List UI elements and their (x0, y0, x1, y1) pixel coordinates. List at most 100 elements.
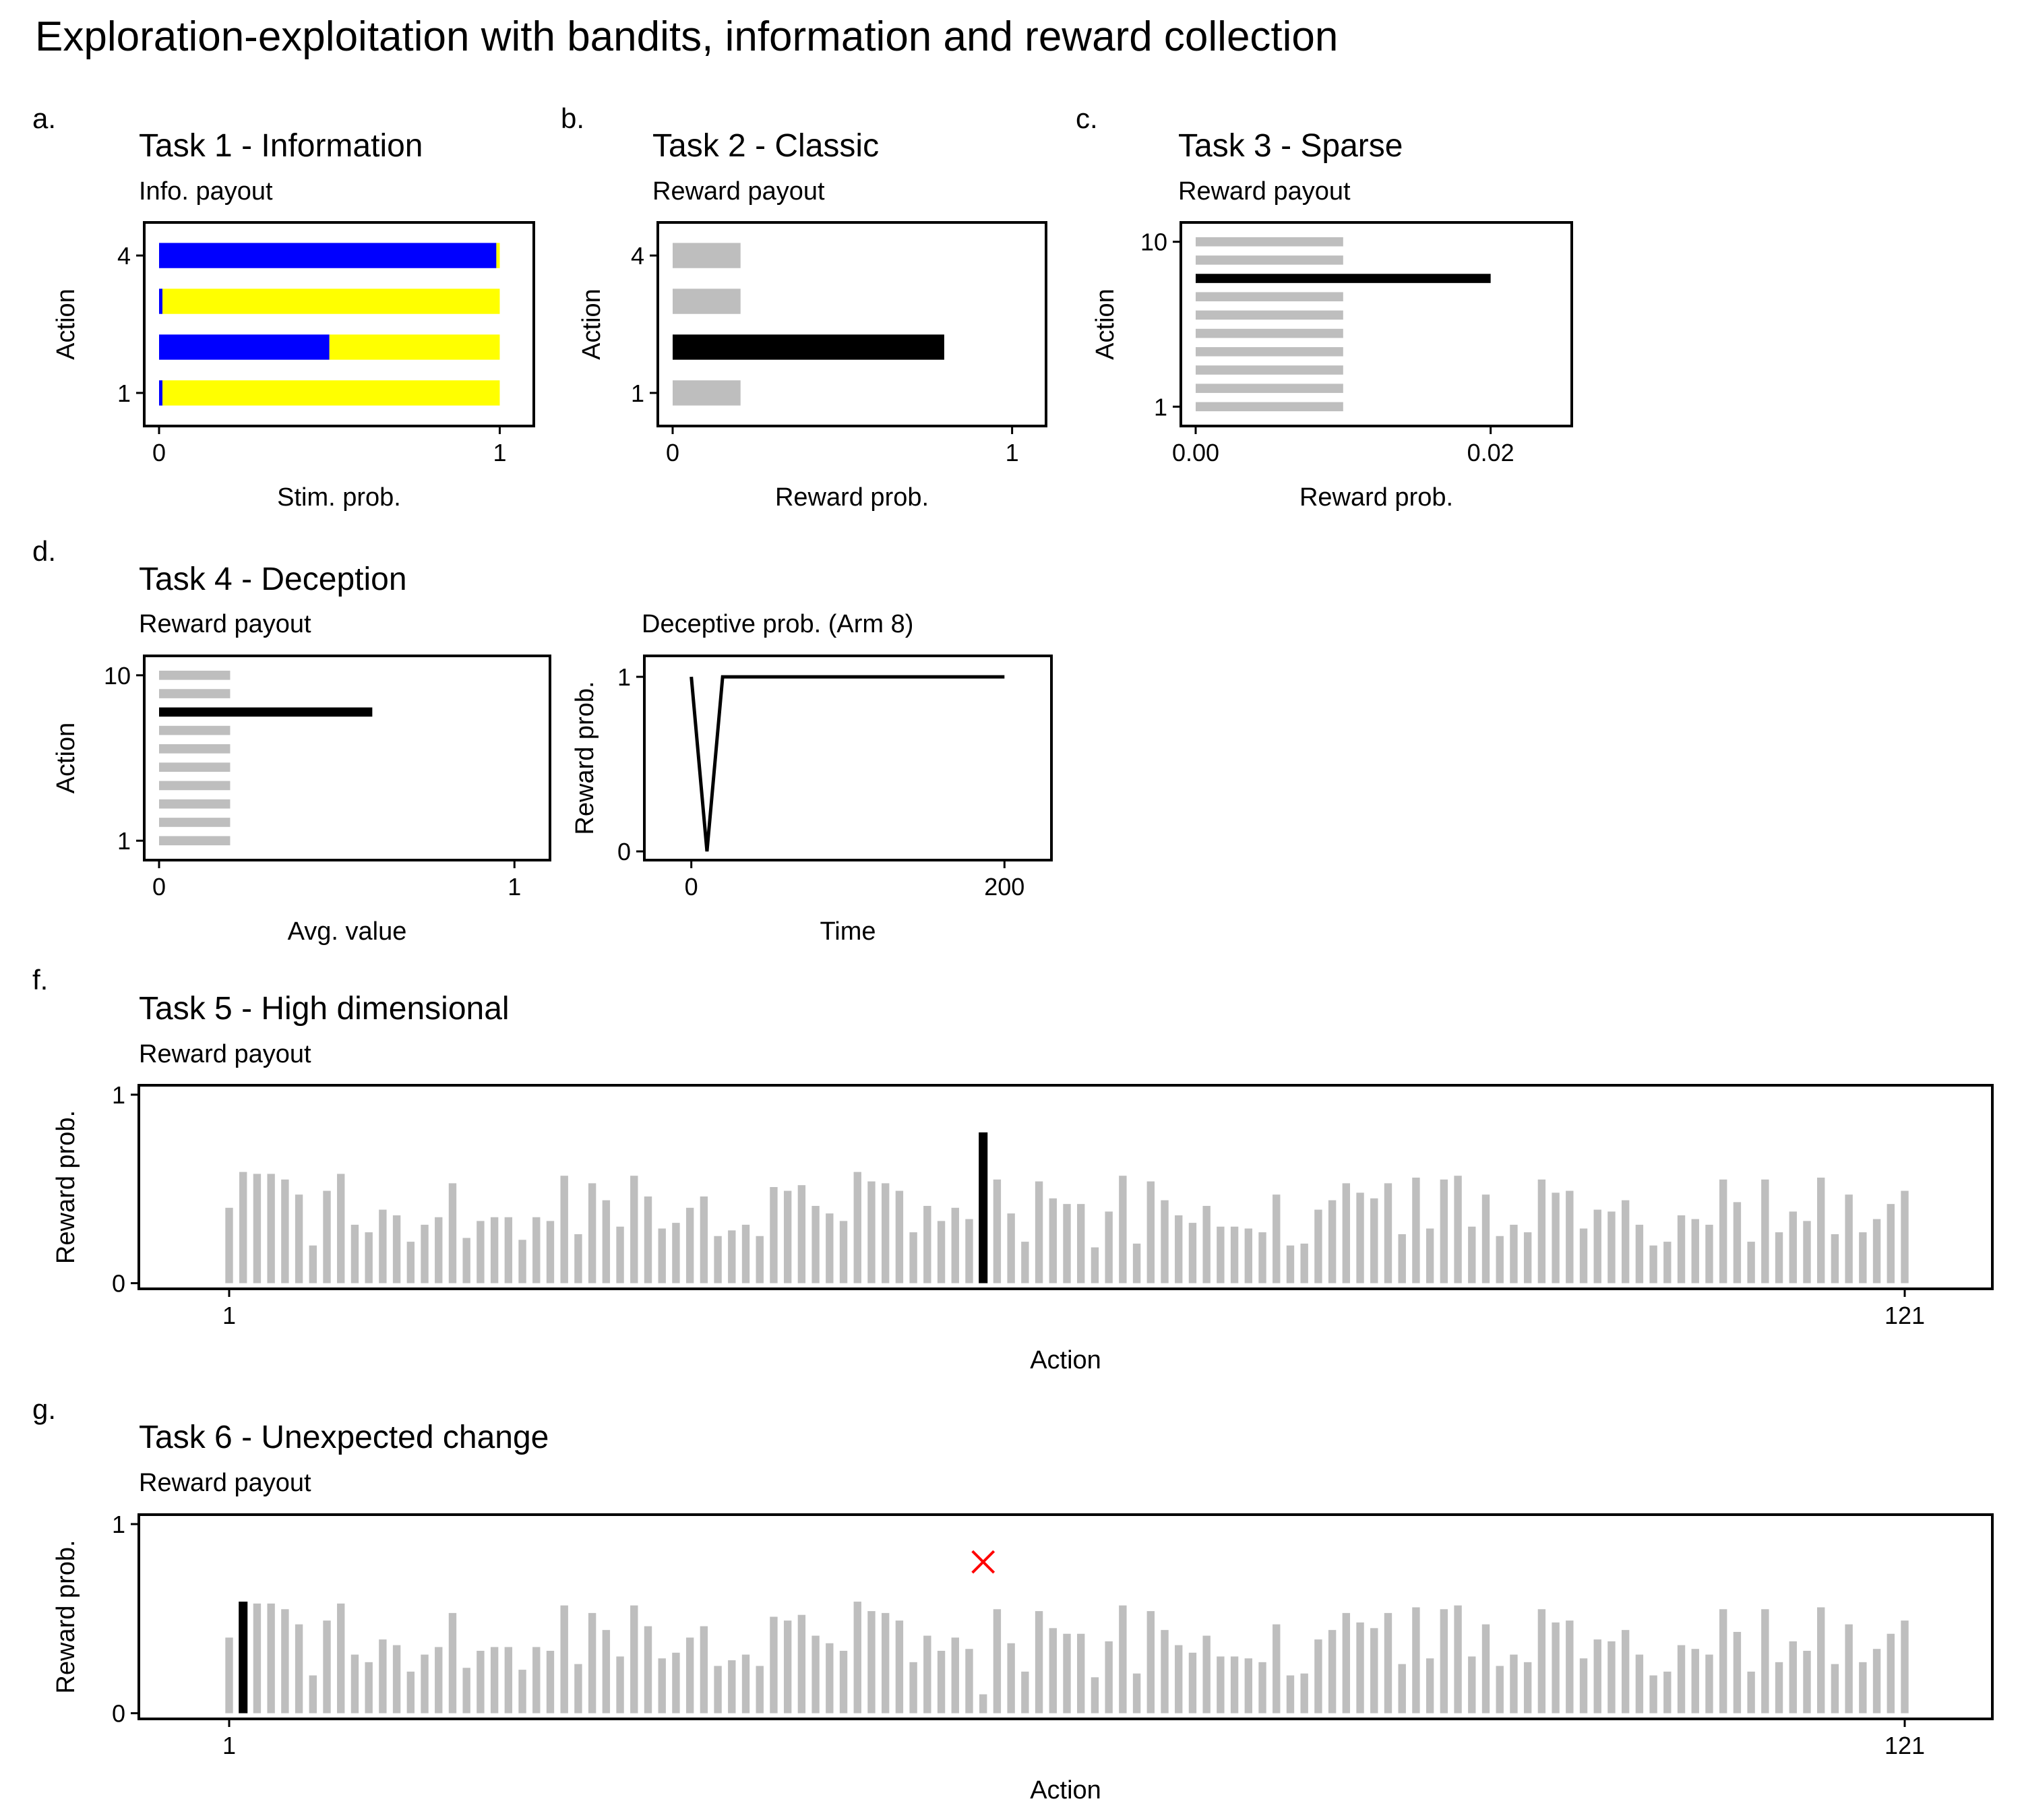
bar-g (1146, 1611, 1155, 1713)
bar-c (1196, 292, 1343, 302)
y-tick-label-a: 1 (117, 380, 131, 407)
bar-d (159, 762, 231, 772)
bar-f (714, 1236, 722, 1283)
x-tick-label-f: 1 (222, 1302, 236, 1329)
bar-g (546, 1651, 555, 1713)
x-tick-label-d2: 200 (984, 873, 1024, 901)
x-tick-label-b: 1 (1006, 439, 1019, 466)
bar-g (1552, 1622, 1560, 1713)
plot-c: 0.00 0.02 1 10 Reward prob. Action (1091, 221, 1573, 512)
bar-f (1384, 1183, 1392, 1283)
bar-f (350, 1224, 359, 1283)
bar-f (1566, 1190, 1574, 1283)
bar-g (714, 1666, 722, 1713)
bar-f (1342, 1183, 1351, 1283)
panel-subtitle-d2: Deceptive prob. (Arm 8) (642, 610, 913, 638)
bar-g (1161, 1630, 1169, 1713)
bar-g (1817, 1607, 1825, 1713)
bar-g (309, 1675, 317, 1713)
bar-f (1077, 1204, 1085, 1283)
bar-g (783, 1620, 792, 1713)
bar-f (435, 1217, 443, 1283)
bar-b (673, 380, 741, 406)
bar-g (756, 1666, 764, 1713)
bar-b (673, 289, 741, 314)
panel-subtitle-d: Reward payout (139, 610, 311, 638)
bar-g (658, 1658, 666, 1713)
bar-blue-a (159, 334, 330, 360)
bar-f (504, 1217, 513, 1283)
bar-f (1803, 1221, 1811, 1283)
bar-f (477, 1221, 485, 1283)
x-tick-label-c: 0.00 (1172, 439, 1219, 466)
bar-f (1733, 1202, 1742, 1283)
bar-g (1370, 1628, 1378, 1713)
bar-f (406, 1242, 415, 1283)
y-tick-label-f: 0 (112, 1270, 125, 1298)
bar-yellow-a (162, 380, 500, 406)
bar-g (365, 1662, 373, 1713)
bar-g (406, 1671, 415, 1713)
bar-g (1510, 1654, 1518, 1713)
bar-f (1887, 1204, 1895, 1283)
bar-g (1649, 1675, 1657, 1713)
bar-c (1196, 237, 1343, 247)
bar-f (1705, 1224, 1713, 1283)
bar-f (658, 1228, 666, 1283)
bar-f (365, 1232, 373, 1283)
bar-f (1510, 1224, 1518, 1283)
bar-f (770, 1187, 778, 1283)
bar-g (1719, 1609, 1727, 1713)
panel-title-c: Task 3 - Sparse (1178, 128, 1403, 164)
bar-g (951, 1637, 959, 1713)
bar-g (1593, 1639, 1601, 1713)
bar-f (295, 1194, 303, 1283)
bar-g (1496, 1666, 1504, 1713)
bar-f (1273, 1194, 1281, 1283)
y-axis-label-d: Action (52, 723, 80, 794)
bar-f (421, 1224, 429, 1283)
panel-title-d: Task 4 - Deception (139, 562, 407, 597)
panel-letter-g: g. (32, 1393, 56, 1425)
bar-g (253, 1603, 262, 1713)
bar-g (741, 1654, 750, 1713)
bar-f (1300, 1243, 1308, 1283)
figure-title: Exploration-exploitation with bandits, i… (35, 13, 1338, 60)
bar-g (923, 1635, 931, 1713)
bar-f (951, 1207, 959, 1283)
bar-g (1063, 1633, 1071, 1713)
bar-f (1719, 1179, 1727, 1283)
bar-g (1105, 1641, 1113, 1713)
panel-subtitle-c: Reward payout (1178, 177, 1351, 206)
bar-f (1091, 1247, 1099, 1283)
y-tick-label-d: 10 (104, 662, 131, 690)
bar-g (1537, 1609, 1546, 1713)
bar-g (1677, 1645, 1686, 1713)
bar-g (685, 1637, 694, 1713)
bar-g (337, 1603, 345, 1713)
bar-g (1901, 1620, 1909, 1713)
bar-f (448, 1183, 457, 1283)
bar-f (700, 1196, 708, 1283)
bar-g (602, 1630, 611, 1713)
bar-g (1733, 1631, 1742, 1713)
x-axis-label-c: Reward prob. (1299, 483, 1453, 512)
panel-subtitle-f: Reward payout (139, 1040, 311, 1068)
bar-g (1356, 1622, 1364, 1713)
plot-frame-d2 (643, 655, 1053, 861)
bar-g (867, 1611, 876, 1713)
bar-f (1161, 1200, 1169, 1283)
bar-f (616, 1226, 624, 1283)
bar-g (574, 1664, 582, 1713)
bar-f (1481, 1194, 1490, 1283)
bar-b (673, 243, 741, 268)
panel-title-b: Task 2 - Classic (652, 128, 879, 164)
bar-c (1196, 255, 1343, 265)
bar-g (421, 1654, 429, 1713)
bar-f (1314, 1209, 1322, 1283)
bar-g (1132, 1673, 1141, 1713)
bar-f (1537, 1179, 1546, 1283)
bar-g (797, 1614, 806, 1713)
bar-g (1314, 1639, 1322, 1713)
bar-g (379, 1639, 387, 1713)
